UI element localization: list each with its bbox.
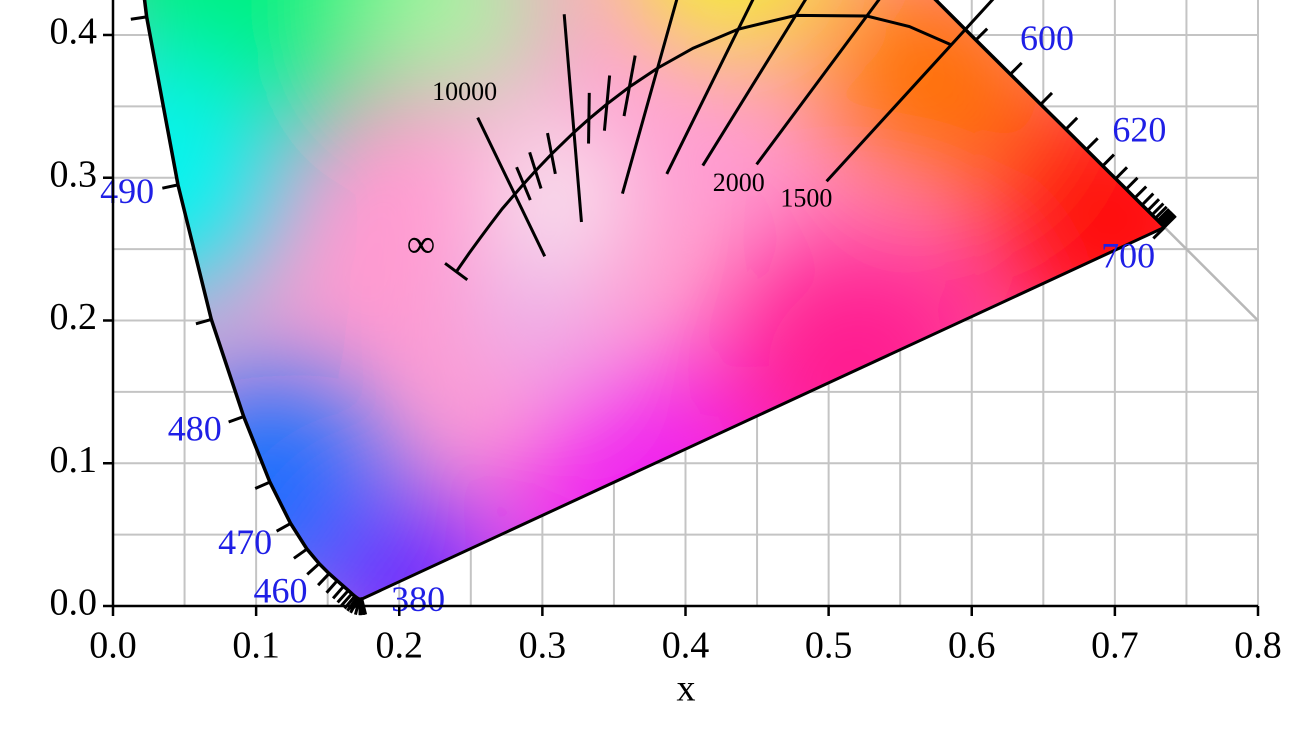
temperature-label: ∞ (407, 221, 436, 266)
wavelength-label: 700 (1101, 236, 1155, 276)
gamut-blob (124, 0, 447, 126)
wavelength-tick (1156, 208, 1171, 222)
isotherm (825, 0, 995, 183)
wavelength-label: 620 (1112, 110, 1166, 150)
x-tick-label: 0.2 (376, 625, 424, 667)
wavelength-tick (162, 183, 179, 190)
wavelength-tick (195, 318, 212, 326)
temperature-label: 1500 (780, 183, 832, 212)
wavelength-tick (1154, 205, 1168, 220)
wavelength-tick (331, 585, 345, 600)
wavelength-label: 470 (218, 522, 272, 562)
wavelength-label: 600 (1020, 18, 1074, 58)
wavelength-tick (1158, 209, 1172, 224)
wavelength-tick (346, 596, 358, 612)
wavelength-tick (1133, 185, 1148, 199)
wavelength-label: 480 (168, 408, 222, 448)
y-tick-label: 0.0 (50, 582, 98, 624)
planckian-locus (455, 13, 952, 273)
isotherm (602, 75, 612, 131)
loci: 380460470480490600620700∞100006000200015… (100, 0, 1177, 619)
y-tick-label: 0.4 (50, 11, 98, 53)
wavelength-tick (336, 589, 350, 604)
x-tick-label: 0.0 (89, 625, 137, 667)
wavelength-tick (1101, 153, 1116, 167)
isotherm (546, 132, 557, 175)
isotherm (476, 117, 547, 257)
y-tick-label: 0.2 (50, 296, 98, 338)
x-tick-label: 0.1 (232, 625, 280, 667)
wavelength-tick (325, 579, 339, 594)
isotherm (528, 151, 543, 189)
isotherm (701, 0, 808, 167)
x-tick-label: 0.4 (662, 625, 710, 667)
wavelength-tick (1039, 91, 1054, 106)
isotherm (621, 0, 679, 195)
wavelength-tick (1152, 226, 1166, 240)
wavelength-tick (1146, 198, 1161, 212)
gamut-blob (486, 122, 627, 263)
isotherm (444, 262, 469, 281)
wavelength-label: 460 (254, 571, 308, 611)
wavelength-tick (275, 522, 292, 533)
x-tick-label: 0.6 (948, 625, 996, 667)
wavelength-tick (317, 572, 331, 587)
x-plus-y-line (1163, 226, 1259, 322)
wavelength-tick (254, 480, 271, 490)
isotherm (665, 0, 755, 175)
wavelength-tick (1064, 116, 1079, 131)
wavelength-tick (293, 547, 308, 560)
purple-line (361, 225, 1166, 601)
wavelength-tick (1163, 214, 1177, 229)
gamut-blob (366, 0, 547, 97)
wavelength-tick (1125, 176, 1139, 191)
isotherm (562, 14, 583, 223)
isotherm (587, 92, 591, 144)
wavelength-tick (340, 592, 353, 607)
wavelength-tick (1151, 202, 1165, 216)
axes: 0.0 0.1 0.2 0.3 0.4 0.5 0.6 0.7 0.8 0.0 0.1 0.2 0.3 0… (50, 0, 1282, 667)
temperature-label: 10000 (432, 77, 497, 106)
x-axis-label: x (677, 668, 696, 710)
isotherm (755, 0, 881, 166)
gamut-blob (468, 260, 589, 381)
wavelength-tick (228, 415, 245, 424)
y-tick-label: 0.1 (50, 439, 98, 481)
x-tick-label: 0.8 (1234, 625, 1282, 667)
wavelength-tick (130, 15, 147, 21)
x-tick-label: 0.3 (519, 625, 567, 667)
wavelength-tick (1114, 166, 1129, 180)
wavelength-tick (1141, 192, 1155, 207)
wavelength-tick (974, 27, 989, 42)
isotherm (515, 166, 532, 201)
isotherm (622, 55, 637, 117)
gamut-blob (717, 223, 998, 504)
x-tick-label: 0.7 (1091, 625, 1139, 667)
x-tick-label: 0.5 (805, 625, 853, 667)
y-tick-label: 0.3 (50, 153, 98, 195)
wavelength-tick (1085, 137, 1099, 151)
wavelength-tick (1009, 61, 1023, 76)
gamut-blob (618, 0, 839, 60)
temperature-label: 2000 (713, 168, 765, 197)
wavelength-tick (306, 562, 321, 576)
